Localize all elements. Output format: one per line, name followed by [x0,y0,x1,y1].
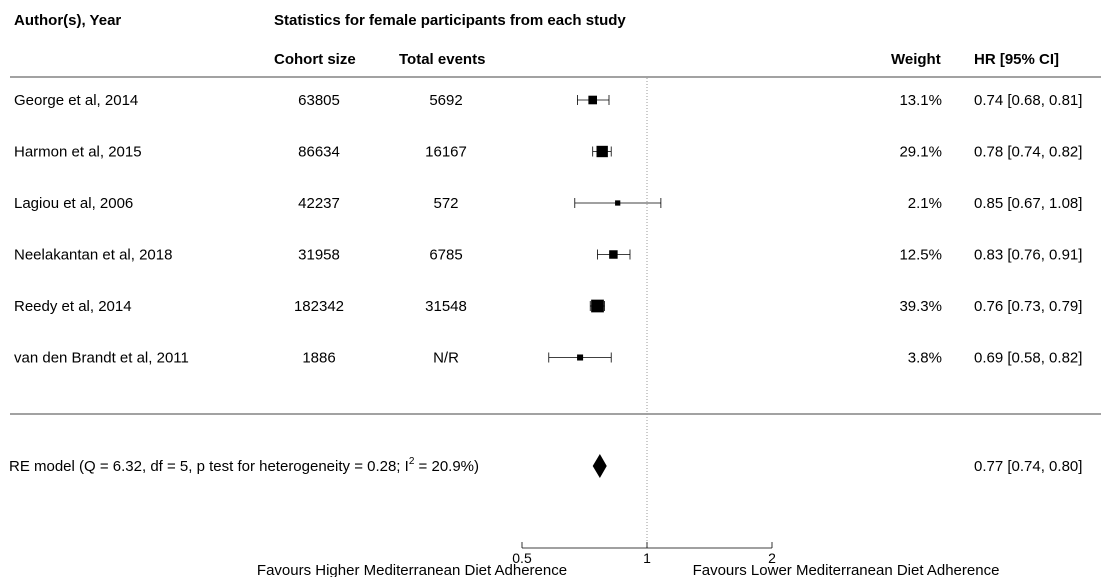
total-events: 16167 [425,144,467,161]
total-events: N/R [433,350,459,367]
x-axis-left-label: Favours Higher Mediterranean Diet Adhere… [257,562,567,577]
hr-point [577,354,584,361]
x-tick-label: 1 [643,550,651,566]
study-hr-text: 0.74 [0.68, 0.81] [974,92,1082,109]
cohort-size: 1886 [302,350,335,367]
x-tick-label: 2 [768,550,776,566]
study-hr-text: 0.85 [0.67, 1.08] [974,195,1082,212]
total-events: 6785 [429,247,462,264]
study-label: George et al, 2014 [14,92,138,109]
header-cohort: Cohort size [274,51,356,68]
cohort-size: 182342 [294,298,344,315]
study-label: Harmon et al, 2015 [14,144,142,161]
header-events: Total events [399,51,485,68]
cohort-size: 42237 [298,195,340,212]
header-weight: Weight [891,51,941,68]
table-row: George et al, 2014 63805 5692 13.1% 0.74 [0.… [14,92,1082,109]
hr-point [609,250,618,259]
header-group: Statistics for female participants from … [274,12,626,29]
study-hr-text: 0.78 [0.74, 0.82] [974,144,1082,161]
table-row: Neelakantan et al, 2018 31958 6785 12.5% 0.8… [14,247,1082,264]
study-weight: 13.1% [899,92,942,109]
study-weight: 12.5% [899,247,942,264]
study-weight: 39.3% [899,298,942,315]
study-hr-text: 0.83 [0.76, 0.91] [974,247,1082,264]
study-hr-text: 0.76 [0.73, 0.79] [974,298,1082,315]
study-label: van den Brandt et al, 2011 [14,350,189,367]
study-rows: George et al, 2014 63805 5692 13.1% 0.74 [0.… [14,92,1082,367]
table-row: Harmon et al, 2015 86634 16167 29.1% 0.78 [0… [14,144,1082,161]
study-label: Reedy et al, 2014 [14,298,132,315]
total-events: 31548 [425,298,467,315]
table-row: Reedy et al, 2014 182342 31548 39.3% 0.76 [0… [14,298,1082,315]
table-row: van den Brandt et al, 2011 1886 N/R 3.8% 0.6… [14,350,1082,367]
study-hr-text: 0.69 [0.58, 0.82] [974,350,1082,367]
summary-diamond [592,454,607,478]
cohort-size: 63805 [298,92,340,109]
header-author: Author(s), Year [14,12,121,29]
total-events: 572 [433,195,458,212]
hr-point [596,145,608,158]
summary-label: RE model (Q = 6.32, df = 5, p test for h… [9,456,479,475]
study-label: Neelakantan et al, 2018 [14,247,172,264]
study-weight: 3.8% [908,350,942,367]
x-axis-right-label: Favours Lower Mediterranean Diet Adheren… [693,562,1000,577]
table-row: Lagiou et al, 2006 42237 572 2.1% 0.85 [0.67… [14,195,1082,212]
cohort-size: 31958 [298,247,340,264]
header-hr: HR [95% CI] [974,51,1059,68]
hr-point [591,299,604,313]
hr-point [615,200,621,206]
study-weight: 29.1% [899,144,942,161]
study-label: Lagiou et al, 2006 [14,195,133,212]
x-tick-label: 0.5 [512,550,532,566]
summary-hr-text: 0.77 [0.74, 0.80] [974,458,1082,475]
study-weight: 2.1% [908,195,942,212]
total-events: 5692 [429,92,462,109]
cohort-size: 86634 [298,144,340,161]
x-axis: 0.5 1 2 [512,542,776,566]
hr-point [588,95,598,105]
